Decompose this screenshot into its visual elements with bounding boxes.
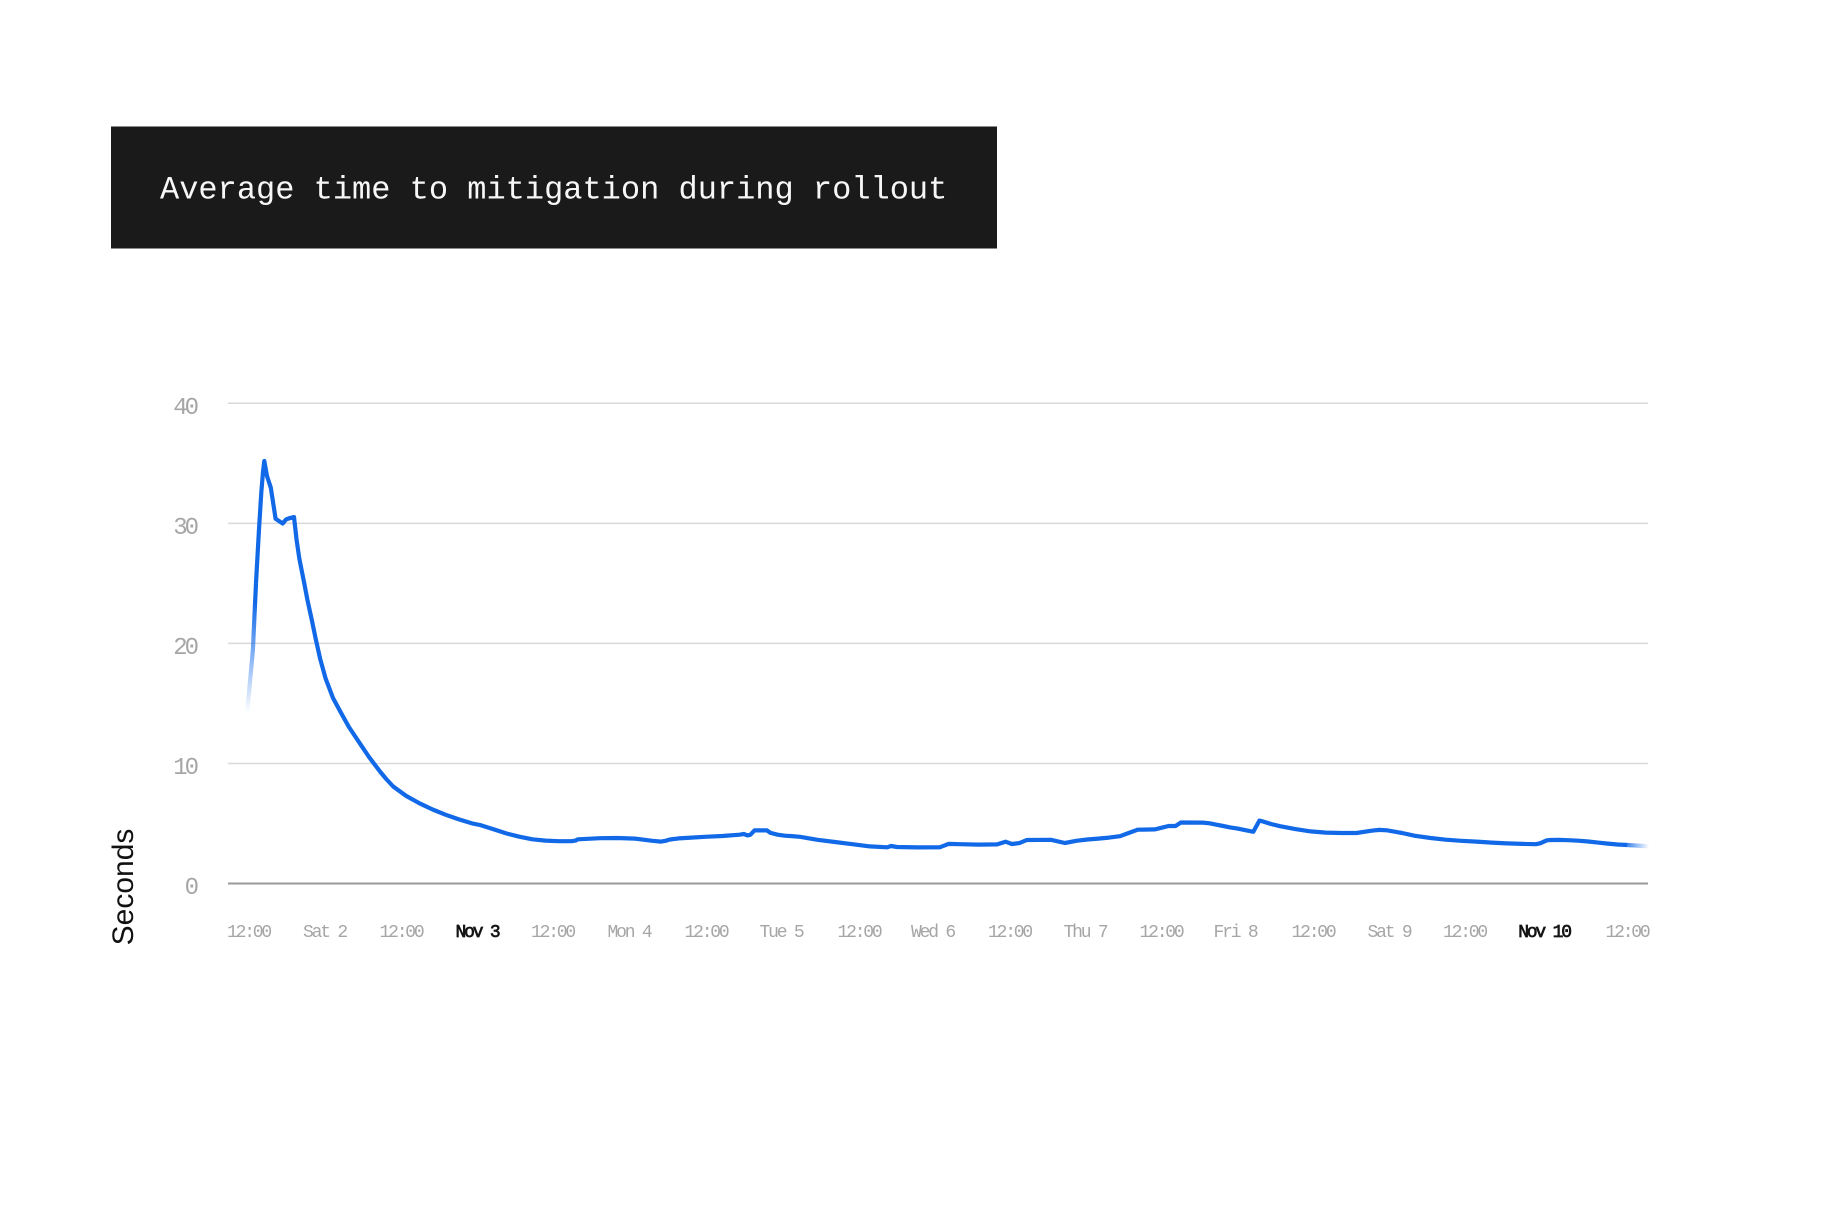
svg-text:12:00: 12:00 [684, 923, 728, 943]
svg-text:Nov 10: Nov 10 [1518, 923, 1571, 943]
svg-text:12:00: 12:00 [1443, 923, 1487, 943]
svg-text:12:00: 12:00 [227, 923, 271, 943]
svg-text:12:00: 12:00 [1291, 923, 1335, 943]
svg-text:12:00: 12:00 [837, 923, 881, 943]
svg-text:12:00: 12:00 [379, 923, 423, 943]
svg-text:30: 30 [173, 515, 197, 542]
svg-text:Mon 4: Mon 4 [607, 923, 651, 943]
svg-text:Thu 7: Thu 7 [1063, 923, 1107, 943]
svg-text:Wed 6: Wed 6 [911, 923, 955, 943]
svg-text:Tue 5: Tue 5 [759, 923, 803, 943]
svg-text:12:00: 12:00 [988, 923, 1032, 943]
svg-text:Average time to mitigation dur: Average time to mitigation during rollou… [160, 172, 947, 209]
svg-text:40: 40 [173, 395, 197, 422]
svg-text:Sat 9: Sat 9 [1367, 923, 1411, 943]
svg-text:Nov 3: Nov 3 [455, 923, 499, 943]
svg-text:0: 0 [185, 875, 198, 902]
svg-text:12:00: 12:00 [531, 923, 575, 943]
svg-text:10: 10 [173, 755, 197, 782]
svg-text:Sat 2: Sat 2 [303, 923, 347, 943]
svg-text:Fri 8: Fri 8 [1213, 923, 1257, 943]
svg-text:20: 20 [173, 635, 197, 662]
svg-text:12:00: 12:00 [1139, 923, 1183, 943]
svg-text:12:00: 12:00 [1605, 923, 1649, 943]
svg-text:Seconds: Seconds [107, 829, 140, 946]
